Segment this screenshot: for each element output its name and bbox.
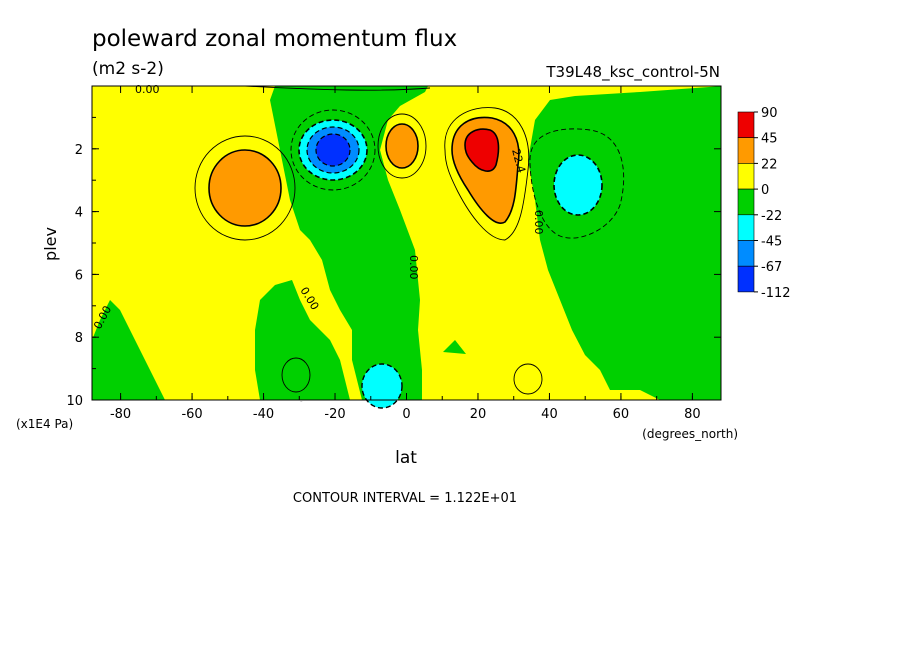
x-tick-label: 60 <box>613 407 630 422</box>
blob-south-negative-67 <box>315 133 351 167</box>
x-tick-label: 20 <box>470 407 487 422</box>
x-tick-label: 40 <box>541 407 558 422</box>
contour-label: 0.00 <box>300 401 303 403</box>
y-axis-label: plev <box>41 227 60 261</box>
colorbar-swatch <box>737 265 755 293</box>
contour-label: 22.4 <box>509 147 528 174</box>
contour-label: 0.00 <box>135 83 160 96</box>
x-tick-label: -80 <box>110 407 131 422</box>
y-units-label: (x1E4 Pa) <box>16 417 73 431</box>
colorbar-swatch <box>737 111 755 139</box>
contour-lines <box>194 85 625 395</box>
blob-south-midlat-22 <box>208 149 282 227</box>
y-tick-label: 10 <box>66 394 83 409</box>
colorbar-swatch <box>737 188 755 216</box>
run-label: T39L48_ksc_control-5N <box>545 63 720 82</box>
plot-area: 0.00 0.00 0.00 0.00 0.00 0.00 22.4 -80 -6… <box>66 83 722 422</box>
x-tick-label: 0 <box>402 407 410 422</box>
contour-interval: CONTOUR INTERVAL = 1.122E+01 <box>293 491 517 506</box>
y-axis: 2 4 6 8 10 <box>66 116 721 409</box>
x-tick-label: -40 <box>253 407 274 422</box>
x-axis-label: lat <box>395 448 417 468</box>
field-green-midsouth <box>255 280 350 400</box>
colorbar-label: -22 <box>761 209 782 224</box>
x-tick-label: -20 <box>324 407 345 422</box>
contour-label: 0.00 <box>532 210 545 235</box>
field-green-small <box>443 340 466 354</box>
colorbar-label: 90 <box>761 106 778 121</box>
colorbar-label: 45 <box>761 132 778 147</box>
colorbar-swatch <box>737 163 755 190</box>
colorbar-label: 22 <box>761 157 778 172</box>
colorbar-label: -67 <box>761 260 782 275</box>
blob-surface-negative <box>361 363 403 409</box>
colorbar-label: -112 <box>761 286 791 301</box>
colorbar-label: -45 <box>761 235 782 250</box>
colorbar: 90 45 22 0 -22 -45 -67 -112 <box>737 106 791 301</box>
colorbar-label: 0 <box>761 183 769 198</box>
x-units-label: (degrees_north) <box>642 427 738 441</box>
blob-north-negative-22 <box>553 154 603 216</box>
colorbar-swatch <box>737 137 755 164</box>
x-tick-label: 80 <box>684 407 701 422</box>
chart-units: (m2 s-2) <box>92 59 164 79</box>
field-green-southwest <box>92 300 165 400</box>
blob-equator-22 <box>385 123 419 169</box>
chart-title: poleward zonal momentum flux <box>92 26 457 52</box>
y-tick-label: 8 <box>75 331 83 346</box>
y-tick-label: 4 <box>75 206 83 221</box>
x-tick-label: -60 <box>181 407 202 422</box>
colorbar-swatch <box>737 214 755 241</box>
y-tick-label: 6 <box>75 268 83 283</box>
colorbar-swatch <box>737 240 755 267</box>
contour-label: 0.00 <box>407 255 420 280</box>
blob-subtropic-n-45 <box>464 128 500 172</box>
y-tick-label: 2 <box>75 143 83 158</box>
x-axis: -80 -60 -40 -20 0 20 40 60 80 <box>110 86 701 422</box>
